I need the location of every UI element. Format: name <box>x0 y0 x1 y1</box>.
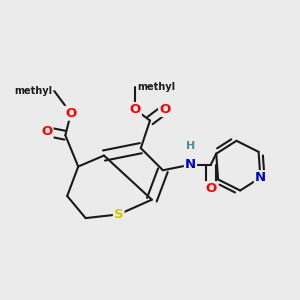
Text: H: H <box>186 141 195 151</box>
Text: O: O <box>65 107 76 120</box>
Text: N: N <box>185 158 196 171</box>
Text: O: O <box>130 103 141 116</box>
Text: S: S <box>114 208 124 221</box>
Text: O: O <box>159 103 170 116</box>
Text: O: O <box>205 182 216 195</box>
Text: N: N <box>255 171 266 184</box>
Text: methyl: methyl <box>14 86 52 96</box>
Text: methyl: methyl <box>137 82 175 92</box>
Text: O: O <box>41 125 52 138</box>
